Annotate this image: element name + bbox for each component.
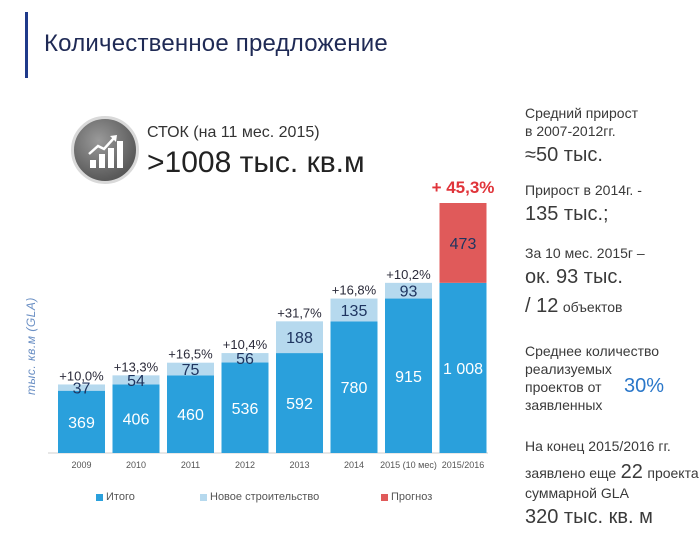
sidebar-s5-line2-suffix: проекта: [647, 465, 699, 481]
legend-item-forecast: Прогноз: [381, 491, 432, 503]
legend-label-total: Итого: [106, 491, 135, 503]
sidebar-s1-value: ≈50 тыс.: [525, 144, 603, 166]
growth-label: +13,3%: [114, 359, 159, 374]
sidebar-s5-line2-value: 22: [620, 461, 643, 483]
sidebar-s5-value: 320 тыс. кв. м: [525, 506, 653, 528]
bar-total: [58, 390, 105, 453]
bar-new: [330, 298, 378, 322]
data-label: 780: [341, 380, 368, 397]
x-tick-label: 2013: [289, 460, 309, 470]
sidebar-s1-line1: Средний прирост: [525, 105, 638, 121]
bar-total: [439, 282, 487, 453]
bar-chart-icon: [71, 116, 139, 184]
data-label: 473: [450, 236, 477, 253]
sidebar-s1-line2: в 2007-2012гг.: [525, 123, 616, 139]
legend-swatch-new: [200, 493, 207, 501]
stock-value: >1008 тыс. кв.м: [147, 146, 365, 179]
data-label: 56: [236, 351, 254, 368]
sidebar-s3-line1: За 10 мес. 2015г –: [525, 245, 645, 261]
x-tick-label: 2012: [235, 460, 255, 470]
sidebar-s3-value2-suffix: объектов: [562, 299, 623, 315]
data-label: 188: [286, 330, 313, 347]
growth-label: +16,8%: [332, 283, 377, 298]
sidebar-s5-line2-row: заявлено еще 22 проекта: [525, 460, 699, 484]
sidebar-s3-value1: ок. 93 тыс.: [525, 266, 623, 288]
bar-new: [58, 384, 105, 391]
sidebar-s4-line2: реализуемых: [525, 361, 612, 377]
data-label: 37: [73, 381, 91, 398]
bar-total: [221, 362, 269, 453]
growth-label: +16,5%: [168, 347, 213, 362]
growth-label: + 45,3%: [432, 178, 495, 197]
page-title: Количественное предложение: [44, 30, 388, 57]
sidebar-s4-line4: заявленных: [525, 397, 603, 413]
x-tick-label: 2015/2016: [442, 460, 485, 470]
bar-new: [221, 353, 269, 363]
data-label: 592: [286, 396, 313, 413]
legend-label-new: Новое строительство: [210, 491, 320, 503]
x-tick-label: 2010: [126, 460, 146, 470]
legend-swatch-forecast: [381, 493, 388, 501]
legend-label-forecast: Прогноз: [391, 491, 433, 503]
sidebar-s3-value2: / 12: [525, 295, 559, 317]
x-tick-label: 2011: [181, 460, 200, 470]
sidebar-s3-value2-row: / 12 объектов: [525, 294, 622, 318]
legend-item-total: Итого: [96, 491, 135, 503]
bar-total: [112, 384, 160, 453]
bar-new: [167, 362, 214, 376]
bar-new: [112, 375, 160, 385]
growth-label: +10,0%: [59, 368, 104, 383]
x-tick-label: 2015 (10 мес): [380, 460, 437, 470]
data-label: 460: [177, 407, 204, 424]
legend-item-new: Новое строительство: [200, 491, 319, 503]
data-label: 93: [400, 284, 418, 301]
sidebar-s4-line1: Среднее количество: [525, 343, 660, 359]
sidebar-s5-line3: суммарной GLA: [525, 485, 629, 501]
growth-label: +31,7%: [277, 305, 322, 320]
bar-new: [385, 282, 432, 299]
legend-swatch-total: [96, 493, 103, 501]
sidebar-s2-value: 135 тыс.;: [525, 203, 609, 225]
growth-label: +10,4%: [223, 337, 268, 352]
sidebar-s5-line2-prefix: заявлено еще: [525, 465, 617, 481]
x-tick-label: 2014: [344, 460, 364, 470]
bar-total: [167, 375, 214, 453]
bar-total: [276, 353, 323, 453]
bar-forecast: [439, 203, 487, 283]
bar-new: [276, 321, 323, 354]
sidebar-s2-line1: Прирост в 2014г. -: [525, 182, 642, 198]
sidebar-s4-value: 30%: [624, 375, 665, 397]
sidebar-s5-line1: На конец 2015/2016 гг.: [525, 438, 671, 454]
data-label: 1 008: [443, 361, 483, 378]
bar-total: [330, 321, 378, 453]
data-label: 369: [68, 415, 95, 432]
growth-label: +10,2%: [386, 267, 431, 282]
data-label: 135: [341, 303, 368, 320]
data-label: 75: [182, 362, 200, 379]
x-tick-label: 2009: [71, 460, 91, 470]
stock-label: СТОК (на 11 мес. 2015): [147, 124, 320, 141]
data-label: 536: [232, 401, 259, 418]
title-accent-bar: [25, 12, 28, 78]
sidebar-s4-line3: проектов от: [525, 379, 602, 395]
data-label: 54: [127, 373, 145, 390]
data-label: 915: [395, 369, 422, 386]
bar-total: [385, 298, 432, 453]
data-label: 406: [123, 412, 150, 429]
